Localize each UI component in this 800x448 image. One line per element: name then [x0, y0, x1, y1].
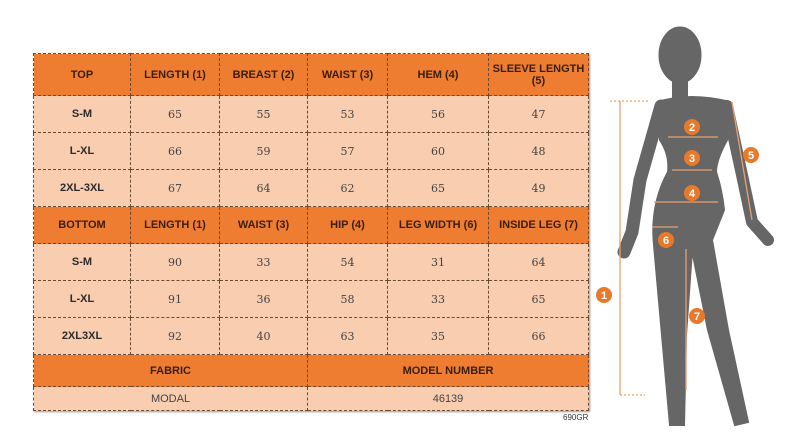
column-header: BOTTOM: [33, 206, 131, 244]
size-label: L-XL: [33, 132, 131, 170]
cell-value: 65: [488, 280, 589, 318]
head: [658, 26, 702, 84]
column-header: INSIDE LEG (7): [488, 206, 589, 244]
marker-1: [596, 287, 612, 303]
info-row: MODAL 46139: [33, 386, 589, 411]
model-value: 46139: [307, 386, 589, 411]
cell-value: 48: [488, 132, 589, 170]
info-row: FABRIC MODEL NUMBER: [33, 354, 589, 387]
marker-label: 2: [689, 122, 695, 134]
cell-value: 58: [307, 280, 388, 318]
column-header: HEM (4): [387, 53, 489, 96]
table-row: S-M 65 55 53 56 47: [33, 95, 589, 133]
marker-2: [684, 119, 700, 135]
cell-value: 92: [130, 317, 220, 355]
marker-3: [684, 150, 700, 166]
header-row: TOP LENGTH (1) BREAST (2) WAIST (3) HEM (4) S…: [33, 53, 589, 96]
column-header: LEG WIDTH (6): [387, 206, 489, 244]
table-row: 2XL3XL 92 40 63 35 66: [33, 317, 589, 355]
marker-label: 7: [694, 311, 700, 323]
cell-value: 64: [488, 243, 589, 281]
header-row: BOTTOM LENGTH (1) WAIST (3) HIP (4) LEG WIDT…: [33, 206, 589, 244]
marker-6: [658, 232, 674, 248]
cell-value: 67: [130, 169, 220, 207]
cell-value: 57: [307, 132, 388, 170]
table-row: 2XL-3XL 67 64 62 65 49: [33, 169, 589, 207]
model-label: MODEL NUMBER: [307, 354, 589, 387]
cell-value: 33: [219, 243, 308, 281]
cell-value: 60: [387, 132, 489, 170]
fabric-label: FABRIC: [33, 354, 308, 387]
table-row: L-XL 66 59 57 60 48: [33, 132, 589, 170]
cell-value: 56: [387, 95, 489, 133]
silhouette: [617, 26, 774, 427]
marker-label: 1: [601, 290, 607, 302]
cell-value: 90: [130, 243, 220, 281]
marker-label: 5: [748, 150, 754, 162]
size-label: 2XL-3XL: [33, 169, 131, 207]
cell-value: 49: [488, 169, 589, 207]
cell-value: 64: [219, 169, 308, 207]
cell-value: 35: [387, 317, 489, 355]
column-header: SLEEVE LENGTH (5): [488, 53, 589, 96]
cell-value: 65: [130, 95, 220, 133]
product-code: 690GR: [563, 413, 589, 422]
cell-value: 91: [130, 280, 220, 318]
marker-label: 3: [689, 153, 695, 165]
cell-value: 65: [387, 169, 489, 207]
cell-value: 55: [219, 95, 308, 133]
cell-value: 54: [307, 243, 388, 281]
size-label: S-M: [33, 243, 131, 281]
column-header: WAIST (3): [219, 206, 308, 244]
cell-value: 63: [307, 317, 388, 355]
fabric-value: MODAL: [33, 386, 308, 411]
size-label: S-M: [33, 95, 131, 133]
cell-value: 53: [307, 95, 388, 133]
table-row: S-M 90 33 54 31 64: [33, 243, 589, 281]
size-label: L-XL: [33, 280, 131, 318]
marker-7: [689, 308, 705, 324]
column-header: HIP (4): [307, 206, 388, 244]
cell-value: 36: [219, 280, 308, 318]
column-header: TOP: [33, 53, 131, 96]
cell-value: 62: [307, 169, 388, 207]
cell-value: 66: [488, 317, 589, 355]
marker-label: 6: [663, 235, 669, 247]
cell-value: 40: [219, 317, 308, 355]
size-chart-table: TOP LENGTH (1) BREAST (2) WAIST (3) HEM (4) S…: [33, 53, 589, 411]
marker-4: [684, 185, 700, 201]
measure-lines: [610, 100, 753, 396]
marker-5: [743, 147, 759, 163]
column-header: LENGTH (1): [130, 206, 220, 244]
marker-label: 4: [689, 188, 696, 200]
